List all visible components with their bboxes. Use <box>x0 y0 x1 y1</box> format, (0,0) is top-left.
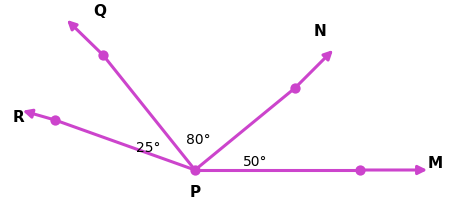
Text: 50°: 50° <box>243 155 267 169</box>
Text: N: N <box>314 25 326 39</box>
Text: R: R <box>12 110 24 126</box>
Point <box>191 168 198 172</box>
Point <box>99 53 107 57</box>
Point <box>356 168 364 172</box>
Text: 80°: 80° <box>186 133 210 147</box>
Text: P: P <box>189 185 201 200</box>
Point <box>51 118 59 122</box>
Text: Q: Q <box>94 4 107 20</box>
Point <box>292 86 299 90</box>
Text: 25°: 25° <box>136 141 160 155</box>
Text: M: M <box>428 155 442 171</box>
